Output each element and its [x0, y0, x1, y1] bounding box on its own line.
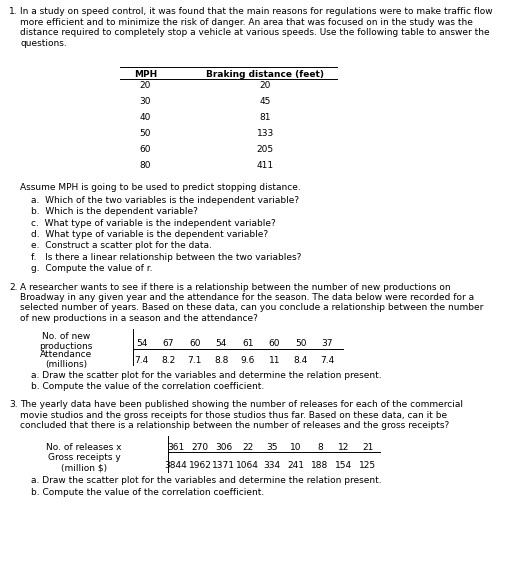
Text: 188: 188 — [310, 461, 328, 470]
Text: Gross receipts y
(million $): Gross receipts y (million $) — [48, 453, 120, 472]
Text: 67: 67 — [162, 339, 174, 348]
Text: 270: 270 — [191, 443, 208, 452]
Text: 35: 35 — [266, 443, 277, 452]
Text: 61: 61 — [242, 339, 253, 348]
Text: No. of releases x: No. of releases x — [46, 443, 122, 452]
Text: 81: 81 — [259, 113, 270, 122]
Text: 20: 20 — [259, 81, 270, 90]
Text: Assume MPH is going to be used to predict stopping distance.: Assume MPH is going to be used to predic… — [20, 183, 300, 192]
Text: MPH: MPH — [133, 70, 157, 80]
Text: A researcher wants to see if there is a relationship between the number of new p: A researcher wants to see if there is a … — [20, 283, 483, 323]
Text: 54: 54 — [136, 339, 147, 348]
Text: 8.2: 8.2 — [161, 356, 175, 365]
Text: 8.4: 8.4 — [293, 356, 307, 365]
Text: 411: 411 — [256, 161, 273, 170]
Text: 50: 50 — [295, 339, 306, 348]
Text: 80: 80 — [139, 161, 151, 170]
Text: 37: 37 — [321, 339, 332, 348]
Text: g.  Compute the value of r.: g. Compute the value of r. — [31, 264, 152, 273]
Text: 10: 10 — [290, 443, 301, 452]
Text: Braking distance (feet): Braking distance (feet) — [206, 70, 324, 80]
Text: b.  Which is the dependent variable?: b. Which is the dependent variable? — [31, 207, 197, 216]
Text: 22: 22 — [242, 443, 253, 452]
Text: 11: 11 — [268, 356, 279, 365]
Text: 50: 50 — [139, 129, 151, 138]
Text: 306: 306 — [215, 443, 232, 452]
Text: Attendance
(millions): Attendance (millions) — [40, 350, 92, 370]
Text: The yearly data have been published showing the number of releases for each of t: The yearly data have been published show… — [20, 400, 463, 430]
Text: 1.: 1. — [9, 7, 18, 17]
Text: 361: 361 — [167, 443, 184, 452]
Text: 205: 205 — [256, 145, 273, 154]
Text: c.  What type of variable is the independent variable?: c. What type of variable is the independ… — [31, 219, 275, 228]
Text: a. Draw the scatter plot for the variables and determine the relation present.: a. Draw the scatter plot for the variabl… — [31, 371, 381, 380]
Text: 30: 30 — [139, 97, 151, 106]
Text: 40: 40 — [139, 113, 151, 122]
Text: 7.1: 7.1 — [187, 356, 202, 365]
Text: b. Compute the value of the correlation coefficient.: b. Compute the value of the correlation … — [31, 488, 263, 497]
Text: 3844: 3844 — [164, 461, 187, 470]
Text: 2.: 2. — [9, 283, 18, 292]
Text: 154: 154 — [334, 461, 352, 470]
Text: 7.4: 7.4 — [134, 356, 149, 365]
Text: 241: 241 — [287, 461, 304, 470]
Text: 21: 21 — [361, 443, 373, 452]
Text: 334: 334 — [263, 461, 280, 470]
Text: 8: 8 — [316, 443, 322, 452]
Text: 133: 133 — [256, 129, 273, 138]
Text: In a study on speed control, it was found that the main reasons for regulations : In a study on speed control, it was foun… — [20, 7, 492, 47]
Text: a.  Which of the two variables is the independent variable?: a. Which of the two variables is the ind… — [31, 196, 298, 205]
Text: 60: 60 — [139, 145, 151, 154]
Text: 45: 45 — [259, 97, 270, 106]
Text: a. Draw the scatter plot for the variables and determine the relation present.: a. Draw the scatter plot for the variabl… — [31, 476, 381, 486]
Text: b. Compute the value of the correlation coefficient.: b. Compute the value of the correlation … — [31, 382, 263, 391]
Text: 1371: 1371 — [212, 461, 235, 470]
Text: 7.4: 7.4 — [320, 356, 334, 365]
Text: 1064: 1064 — [236, 461, 259, 470]
Text: 60: 60 — [268, 339, 279, 348]
Text: f.   Is there a linear relationship between the two variables?: f. Is there a linear relationship betwee… — [31, 253, 300, 262]
Text: 9.6: 9.6 — [240, 356, 254, 365]
Text: 3.: 3. — [9, 400, 18, 410]
Text: e.  Construct a scatter plot for the data.: e. Construct a scatter plot for the data… — [31, 241, 211, 251]
Text: 20: 20 — [139, 81, 151, 90]
Text: 8.8: 8.8 — [214, 356, 228, 365]
Text: 54: 54 — [215, 339, 227, 348]
Text: 1962: 1962 — [188, 461, 211, 470]
Text: 12: 12 — [337, 443, 349, 452]
Text: 60: 60 — [189, 339, 200, 348]
Text: d.  What type of variable is the dependent variable?: d. What type of variable is the dependen… — [31, 230, 267, 239]
Text: No. of new
productions: No. of new productions — [40, 332, 93, 351]
Text: 125: 125 — [358, 461, 376, 470]
